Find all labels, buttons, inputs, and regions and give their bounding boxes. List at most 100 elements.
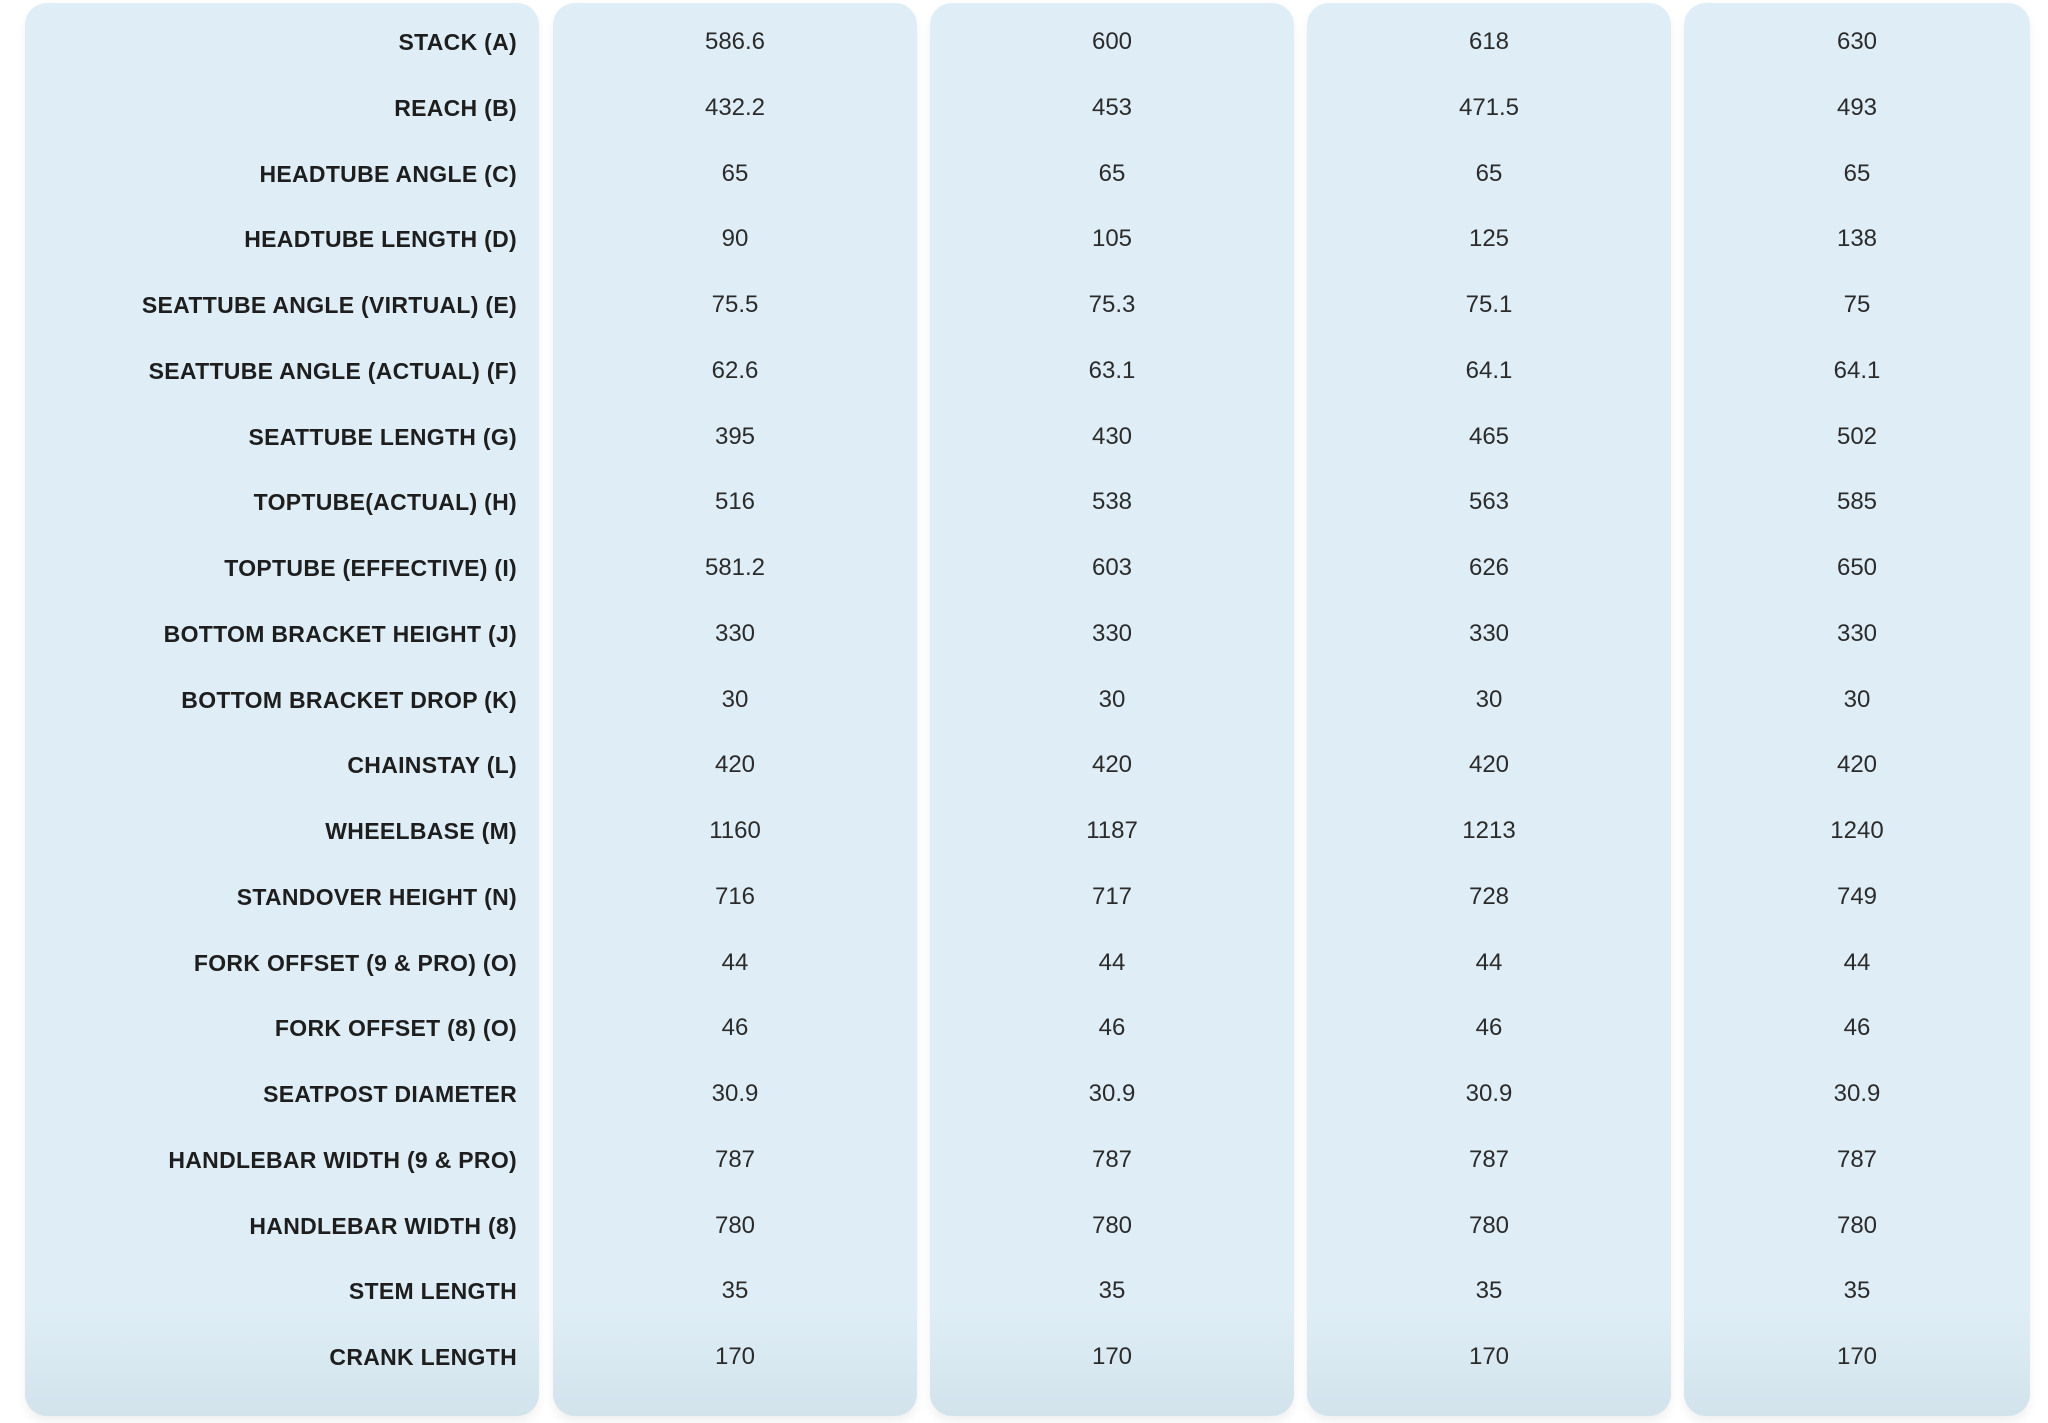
table-cell: 330 bbox=[1468, 619, 1510, 647]
row-label: CRANK LENGTH bbox=[329, 1344, 517, 1370]
table-cell: 600 bbox=[1091, 28, 1133, 55]
table-cell: 330 bbox=[1091, 619, 1133, 647]
table-cell: 493 bbox=[1836, 93, 1878, 121]
row-label: FORK OFFSET (8) (O) bbox=[274, 1015, 517, 1042]
label-column: STACK (A) REACH (B) HEADTUBE ANGLE (C) HEAD… bbox=[25, 3, 539, 1416]
row-label: STANDOVER HEIGHT (N) bbox=[236, 883, 517, 910]
table-cell: 75.1 bbox=[1465, 291, 1513, 318]
row-label: HANDLEBAR WIDTH (9 & PRO) bbox=[168, 1146, 517, 1173]
table-cell: 787 bbox=[1836, 1145, 1878, 1173]
size-column-3: 618 471.5 65 125 75.1 64.1 465 563 626 330 30 420 12… bbox=[1307, 3, 1671, 1416]
table-cell: 30 bbox=[721, 685, 749, 713]
table-cell: 64.1 bbox=[1465, 356, 1513, 384]
size-column-4: 630 493 65 138 75 64.1 502 585 650 330 30 420 1240 74… bbox=[1684, 3, 2030, 1416]
row-label: TOPTUBE(ACTUAL) (H) bbox=[253, 489, 517, 516]
table-cell: 35 bbox=[1098, 1277, 1126, 1305]
row-label: SEATPOST DIAMETER bbox=[263, 1081, 517, 1107]
table-cell: 586.6 bbox=[704, 28, 766, 55]
table-cell: 64.1 bbox=[1833, 356, 1881, 384]
table-cell: 65 bbox=[1098, 159, 1126, 187]
table-cell: 717 bbox=[1091, 882, 1133, 910]
table-cell: 44 bbox=[1843, 948, 1871, 976]
table-cell: 516 bbox=[714, 488, 756, 516]
table-cell: 30.9 bbox=[1088, 1080, 1136, 1107]
table-cell: 35 bbox=[721, 1277, 749, 1305]
table-cell: 125 bbox=[1468, 225, 1510, 253]
table-cell: 46 bbox=[1475, 1014, 1503, 1042]
table-cell: 75.5 bbox=[711, 291, 759, 318]
table-cell: 65 bbox=[721, 159, 749, 187]
table-cell: 465 bbox=[1468, 422, 1510, 450]
table-cell: 626 bbox=[1468, 554, 1510, 581]
size-column-2: 600 453 65 105 75.3 63.1 430 538 603 330 30 420 1187… bbox=[930, 3, 1294, 1416]
table-cell: 170 bbox=[1468, 1343, 1510, 1370]
table-cell: 787 bbox=[714, 1145, 756, 1173]
table-cell: 44 bbox=[1475, 948, 1503, 976]
table-cell: 170 bbox=[1091, 1343, 1133, 1370]
row-label: REACH (B) bbox=[394, 94, 517, 121]
row-label: BOTTOM BRACKET DROP (K) bbox=[181, 686, 517, 713]
row-label: HEADTUBE LENGTH (D) bbox=[244, 226, 517, 253]
table-cell: 787 bbox=[1468, 1145, 1510, 1173]
table-cell: 138 bbox=[1836, 225, 1878, 253]
table-cell: 780 bbox=[1836, 1211, 1878, 1239]
table-cell: 1213 bbox=[1462, 817, 1516, 844]
table-cell: 46 bbox=[721, 1014, 749, 1042]
row-label: HANDLEBAR WIDTH (8) bbox=[249, 1212, 517, 1239]
row-label: TOPTUBE (EFFECTIVE) (I) bbox=[224, 555, 517, 581]
row-label: SEATTUBE ANGLE (VIRTUAL) (E) bbox=[141, 292, 517, 318]
row-label: STACK (A) bbox=[398, 29, 517, 55]
table-cell: 63.1 bbox=[1088, 356, 1136, 384]
table-cell: 502 bbox=[1836, 422, 1878, 450]
row-label: BOTTOM BRACKET HEIGHT (J) bbox=[163, 620, 517, 647]
table-cell: 716 bbox=[714, 882, 756, 910]
table-cell: 787 bbox=[1091, 1145, 1133, 1173]
table-cell: 330 bbox=[714, 619, 756, 647]
table-cell: 538 bbox=[1091, 488, 1133, 516]
table-cell: 563 bbox=[1468, 488, 1510, 516]
table-cell: 170 bbox=[1836, 1343, 1878, 1370]
table-cell: 618 bbox=[1468, 28, 1510, 55]
table-cell: 75 bbox=[1843, 291, 1871, 318]
table-cell: 75.3 bbox=[1088, 291, 1136, 318]
table-cell: 46 bbox=[1098, 1014, 1126, 1042]
table-cell: 630 bbox=[1836, 28, 1878, 55]
table-cell: 35 bbox=[1475, 1277, 1503, 1305]
table-cell: 780 bbox=[714, 1211, 756, 1239]
table-cell: 30 bbox=[1098, 685, 1126, 713]
table-cell: 170 bbox=[714, 1343, 756, 1370]
table-cell: 728 bbox=[1468, 882, 1510, 910]
table-cell: 30 bbox=[1843, 685, 1871, 713]
table-cell: 330 bbox=[1836, 619, 1878, 647]
table-cell: 420 bbox=[714, 751, 756, 779]
table-cell: 581.2 bbox=[704, 554, 766, 581]
table-cell: 1240 bbox=[1830, 817, 1884, 844]
table-cell: 65 bbox=[1475, 159, 1503, 187]
table-cell: 432.2 bbox=[704, 93, 766, 121]
table-cell: 471.5 bbox=[1458, 93, 1520, 121]
table-cell: 105 bbox=[1091, 225, 1133, 253]
table-cell: 1187 bbox=[1086, 817, 1138, 844]
table-cell: 603 bbox=[1091, 554, 1133, 581]
row-label: STEM LENGTH bbox=[348, 1278, 517, 1305]
table-cell: 35 bbox=[1843, 1277, 1871, 1305]
row-label: SEATTUBE LENGTH (G) bbox=[248, 423, 517, 450]
table-cell: 1160 bbox=[709, 817, 761, 844]
table-cell: 780 bbox=[1091, 1211, 1133, 1239]
table-cell: 30.9 bbox=[1833, 1080, 1881, 1107]
row-label: CHAINSTAY (L) bbox=[347, 752, 517, 779]
table-cell: 420 bbox=[1836, 751, 1878, 779]
table-cell: 749 bbox=[1836, 882, 1878, 910]
row-label: HEADTUBE ANGLE (C) bbox=[259, 160, 517, 187]
table-cell: 46 bbox=[1843, 1014, 1871, 1042]
row-label: SEATTUBE ANGLE (ACTUAL) (F) bbox=[148, 357, 517, 384]
table-cell: 30.9 bbox=[1465, 1080, 1513, 1107]
table-cell: 420 bbox=[1468, 751, 1510, 779]
table-cell: 650 bbox=[1836, 554, 1878, 581]
table-cell: 585 bbox=[1836, 488, 1878, 516]
table-cell: 44 bbox=[721, 948, 749, 976]
table-cell: 453 bbox=[1091, 93, 1133, 121]
row-label: FORK OFFSET (9 & PRO) (O) bbox=[193, 949, 517, 976]
table-cell: 62.6 bbox=[711, 356, 759, 384]
table-cell: 30.9 bbox=[711, 1080, 759, 1107]
